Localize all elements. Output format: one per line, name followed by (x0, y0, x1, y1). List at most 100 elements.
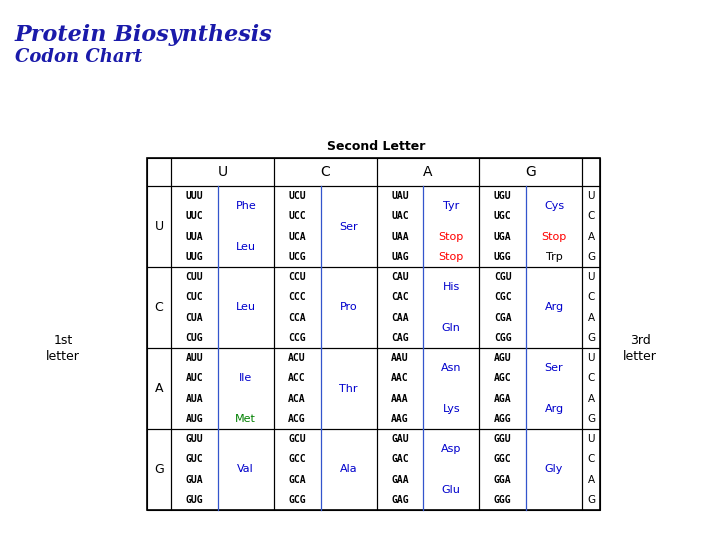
Text: CCG: CCG (288, 333, 306, 343)
Text: GAC: GAC (391, 454, 409, 464)
Text: CUA: CUA (186, 313, 203, 322)
Text: Lys: Lys (442, 404, 460, 414)
Text: CAC: CAC (391, 292, 409, 302)
Text: Leu: Leu (235, 302, 256, 313)
Text: CAA: CAA (391, 313, 409, 322)
Text: U: U (217, 165, 228, 179)
Text: A: A (588, 232, 595, 241)
Text: UGA: UGA (494, 232, 511, 241)
Text: GUU: GUU (186, 434, 203, 444)
Bar (377, 348, 480, 429)
Text: UUG: UUG (186, 252, 203, 262)
Bar (274, 348, 377, 429)
Text: U: U (154, 220, 163, 233)
Text: GCU: GCU (288, 434, 306, 444)
Text: Asn: Asn (441, 363, 462, 373)
Bar (377, 158, 480, 186)
Text: ACA: ACA (288, 394, 306, 403)
Text: UGC: UGC (494, 211, 511, 221)
Text: Phe: Phe (235, 201, 256, 211)
Text: UGU: UGU (494, 191, 511, 201)
Text: ACU: ACU (288, 353, 306, 363)
Text: 1st: 1st (53, 334, 73, 347)
Text: U: U (588, 191, 595, 201)
Text: Thr: Thr (339, 383, 358, 394)
Bar (274, 429, 377, 510)
Bar (480, 267, 582, 348)
Text: AGG: AGG (494, 414, 511, 424)
Text: ACG: ACG (288, 414, 306, 424)
Text: AUA: AUA (186, 394, 203, 403)
Text: CCA: CCA (288, 313, 306, 322)
Text: CGC: CGC (494, 292, 511, 302)
Text: GCA: GCA (288, 475, 306, 484)
Text: C: C (588, 454, 595, 464)
Text: UCC: UCC (288, 211, 306, 221)
Text: His: His (443, 282, 460, 292)
Text: UCG: UCG (288, 252, 306, 262)
Text: AAA: AAA (391, 394, 409, 403)
Text: Val: Val (238, 464, 254, 475)
Text: G: G (587, 495, 595, 505)
Text: 3rd: 3rd (629, 334, 650, 347)
Text: GGC: GGC (494, 454, 511, 464)
Text: Leu: Leu (235, 242, 256, 252)
Bar (171, 186, 274, 267)
Text: Arg: Arg (544, 404, 564, 414)
Bar (377, 429, 480, 510)
Text: CCC: CCC (288, 292, 306, 302)
Text: C: C (155, 301, 163, 314)
Text: Codon Chart: Codon Chart (15, 48, 143, 66)
Text: A: A (155, 382, 163, 395)
Text: CGU: CGU (494, 272, 511, 282)
Text: Arg: Arg (544, 302, 564, 313)
Text: Pro: Pro (340, 302, 357, 313)
Text: AAC: AAC (391, 373, 409, 383)
Text: UCU: UCU (288, 191, 306, 201)
Text: UUU: UUU (186, 191, 203, 201)
Text: UUA: UUA (186, 232, 203, 241)
Text: Protein Biosynthesis: Protein Biosynthesis (15, 24, 273, 46)
Bar (147, 267, 171, 348)
Text: G: G (587, 252, 595, 262)
Text: A: A (588, 313, 595, 322)
Text: C: C (320, 165, 330, 179)
Bar (480, 158, 582, 186)
Text: C: C (588, 373, 595, 383)
Text: C: C (588, 211, 595, 221)
Text: GUG: GUG (186, 495, 203, 505)
Text: AUU: AUU (186, 353, 203, 363)
Bar (171, 158, 274, 186)
Bar (274, 267, 377, 348)
Text: G: G (587, 333, 595, 343)
Text: CAU: CAU (391, 272, 409, 282)
Text: Stop: Stop (438, 252, 464, 262)
Text: G: G (154, 463, 164, 476)
Text: Asp: Asp (441, 444, 462, 454)
Text: Ser: Ser (545, 363, 563, 373)
Text: A: A (423, 165, 433, 179)
Text: G: G (526, 165, 536, 179)
Bar (171, 348, 274, 429)
Text: U: U (588, 272, 595, 282)
Text: U: U (588, 434, 595, 444)
Bar (274, 158, 377, 186)
Text: AAG: AAG (391, 414, 409, 424)
Text: A: A (588, 475, 595, 484)
Text: UAA: UAA (391, 232, 409, 241)
Bar (147, 158, 171, 186)
Text: GUA: GUA (186, 475, 203, 484)
Text: Trp: Trp (546, 252, 562, 262)
Text: GUC: GUC (186, 454, 203, 464)
Text: AAU: AAU (391, 353, 409, 363)
Text: C: C (588, 292, 595, 302)
Text: AGA: AGA (494, 394, 511, 403)
Text: Tyr: Tyr (443, 201, 459, 211)
Bar (480, 429, 582, 510)
Text: CUC: CUC (186, 292, 203, 302)
Text: AUG: AUG (186, 414, 203, 424)
Bar (480, 186, 582, 267)
Text: AGU: AGU (494, 353, 511, 363)
Text: Ser: Ser (339, 221, 358, 232)
Text: Gln: Gln (442, 323, 461, 333)
